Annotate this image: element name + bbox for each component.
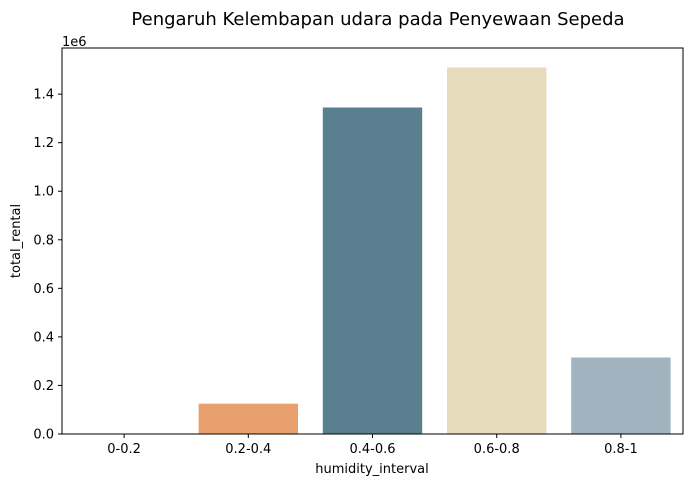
x-axis-label: humidity_interval — [315, 462, 428, 477]
y-tick-label: 0.8 — [33, 233, 54, 248]
y-tick-label: 0.0 — [33, 428, 54, 443]
bar-0.6-0.8 — [447, 67, 547, 435]
x-tick-label: 0.2-0.4 — [225, 442, 271, 457]
x-tick-label: 0.6-0.8 — [474, 442, 520, 457]
y-offset-label: 1e6 — [62, 35, 87, 50]
chart-title: Pengaruh Kelembapan udara pada Penyewaan… — [131, 9, 624, 30]
y-axis-label: total_rental — [9, 204, 24, 278]
y-tick-label: 1.0 — [33, 185, 54, 200]
y-axis-ticks: 0.0 0.2 0.4 0.6 0.8 1.0 1.2 1.4 — [33, 88, 62, 443]
bar-0.4-0.6 — [322, 107, 423, 434]
bar-0.8-1 — [571, 357, 671, 434]
bar-0.2-0.4 — [198, 403, 298, 434]
bars-group — [198, 67, 671, 435]
x-tick-label: 0-0.2 — [107, 442, 141, 457]
y-tick-label: 0.6 — [33, 282, 54, 297]
x-axis-ticks: 0-0.2 0.2-0.4 0.4-0.6 0.6-0.8 0.8-1 — [107, 434, 638, 457]
y-tick-label: 0.2 — [33, 379, 54, 394]
x-tick-label: 0.8-1 — [604, 442, 638, 457]
y-tick-label: 1.4 — [33, 88, 54, 103]
plot-frame — [61, 47, 684, 435]
x-tick-label: 0.4-0.6 — [349, 442, 395, 457]
y-tick-label: 1.2 — [33, 136, 54, 151]
y-tick-label: 0.4 — [33, 330, 54, 345]
